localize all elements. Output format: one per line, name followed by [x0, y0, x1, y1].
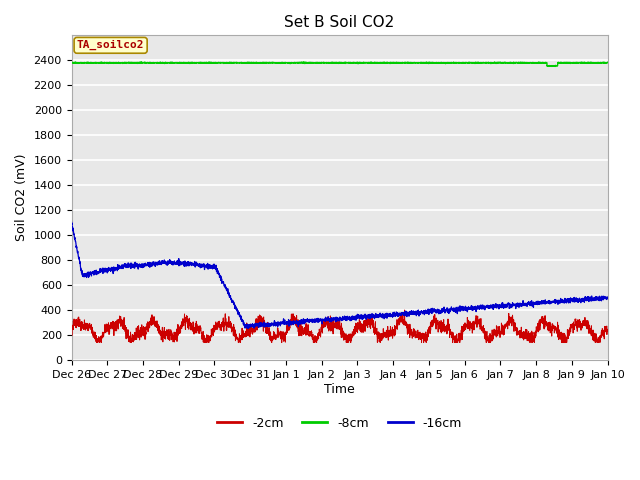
- Title: Set B Soil CO2: Set B Soil CO2: [284, 15, 395, 30]
- Legend: -2cm, -8cm, -16cm: -2cm, -8cm, -16cm: [212, 412, 467, 435]
- Text: TA_soilco2: TA_soilco2: [77, 40, 145, 50]
- X-axis label: Time: Time: [324, 383, 355, 396]
- Y-axis label: Soil CO2 (mV): Soil CO2 (mV): [15, 154, 28, 241]
